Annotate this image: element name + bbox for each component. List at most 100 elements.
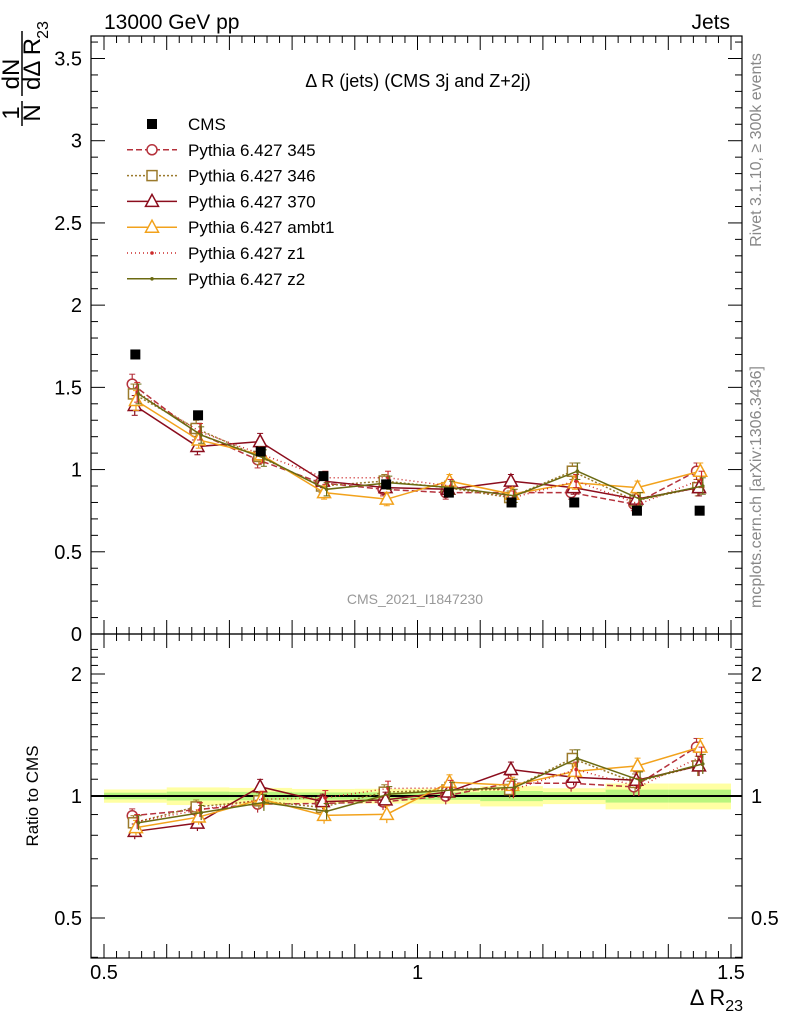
legend-item: Pythia 6.427 ambt1 <box>127 218 334 237</box>
y-axis-label-ratio: Ratio to CMS <box>23 745 42 846</box>
data-point <box>262 456 266 460</box>
ratio-point <box>700 762 705 766</box>
ratio-point <box>575 756 580 761</box>
legend-label: Pythia 6.427 ambt1 <box>188 218 334 237</box>
legend-item-cms: CMS <box>147 115 226 134</box>
series-line <box>135 399 701 500</box>
ratio-point <box>441 773 458 788</box>
ratio-point <box>503 760 519 776</box>
ratio-point <box>638 778 642 783</box>
ratio-point <box>629 757 646 772</box>
cms-data-point <box>193 410 204 421</box>
legend-item: Pythia 6.427 z1 <box>127 244 305 263</box>
legend-label: Pythia 6.427 346 <box>188 167 316 186</box>
ratio-point <box>262 800 266 805</box>
x-tick-label: 0.5 <box>90 962 118 984</box>
series-line <box>134 404 700 500</box>
x-tick-label: 1 <box>412 962 423 984</box>
y-tick-label-ratio: 2 <box>71 664 82 686</box>
legend-marker <box>146 169 158 182</box>
data-point <box>692 462 709 477</box>
ratio-point <box>692 738 709 753</box>
cms-data-point <box>694 505 705 516</box>
rivet-label: Rivet 3.1.10, ≥ 300k events <box>748 53 765 247</box>
data-point <box>512 494 517 498</box>
legend-label: Pythia 6.427 z2 <box>188 270 305 289</box>
data-point <box>503 472 519 487</box>
data-point <box>575 469 580 474</box>
ratio-point <box>379 805 395 821</box>
cms-data-point <box>569 497 580 508</box>
cms-data-point <box>318 471 329 482</box>
y-tick-label-main: 0.5 <box>54 542 82 564</box>
data-point <box>199 433 203 437</box>
data-point <box>700 484 705 488</box>
legend-label: Pythia 6.427 370 <box>188 192 316 211</box>
process-label: Jets <box>691 11 730 34</box>
y-axis-label-main-num: 1 <box>0 106 25 119</box>
data-point <box>574 479 578 483</box>
y-tick-label-ratio-right: 1 <box>751 786 762 808</box>
ratio-point <box>252 778 268 793</box>
y-tick-label-main: 3.5 <box>54 49 82 71</box>
ratio-point <box>136 820 141 825</box>
cms-data-point <box>130 349 141 360</box>
data-point <box>638 497 642 501</box>
legend-label-cms: CMS <box>188 115 226 134</box>
series-ratio-line <box>133 757 698 824</box>
data-point <box>316 484 332 499</box>
series-ratio-line <box>138 757 703 824</box>
data-point <box>252 433 268 448</box>
ratio-point <box>316 806 332 822</box>
cms-data-point <box>381 479 392 490</box>
ratio-point <box>574 767 578 772</box>
ratio-point <box>128 819 144 834</box>
y-tick-label-main: 2.5 <box>54 213 82 235</box>
ratio-point <box>190 808 207 823</box>
y-axis-label-sub: 23 <box>35 21 52 39</box>
legend-marker <box>150 277 154 281</box>
plot-title: Δ R (jets) (CMS 3j and Z+2j) <box>305 71 531 91</box>
legend-label: Pythia 6.427 345 <box>188 141 316 160</box>
ratio-point <box>323 796 328 800</box>
legend-item: Pythia 6.427 z2 <box>127 270 305 289</box>
y-axis-label-main-den: N <box>19 104 46 121</box>
watermark: CMS_2021_I1847230 <box>347 591 483 607</box>
y-tick-label-main: 1.5 <box>54 377 82 399</box>
legend-marker <box>150 251 154 255</box>
cms-data-point <box>255 446 266 457</box>
y-tick-label-main: 2 <box>71 295 82 317</box>
x-tick-label: 1.5 <box>717 962 745 984</box>
y-tick-label-ratio-right: 2 <box>751 664 762 686</box>
y-axis-label-dn: dN <box>0 59 25 90</box>
y-tick-label-main: 0 <box>71 624 82 646</box>
legend-marker <box>144 218 160 233</box>
legend-marker <box>146 144 158 156</box>
y-tick-label-ratio: 0.5 <box>54 908 82 930</box>
series-line <box>136 391 702 505</box>
data-point <box>324 487 329 492</box>
data-point <box>441 472 458 487</box>
plot-area: 0.5 1 1.5 0 0.5 1 1.5 2 2.5 3 3.5 0.5 0.5 1 1 2 2 Ratio t… <box>23 35 779 1015</box>
mcplots-label: mcplots.cern.ch [arXiv:1306.3436] <box>748 366 765 608</box>
data-point <box>190 431 207 446</box>
data-point <box>136 392 141 396</box>
series-line <box>133 393 698 502</box>
cms-data-point <box>506 497 517 508</box>
ratio-point <box>324 809 329 814</box>
ratio-point <box>512 785 517 790</box>
legend-item: Pythia 6.427 345 <box>127 141 316 160</box>
y-tick-label-main: 1 <box>71 460 82 482</box>
legend-marker <box>144 192 160 208</box>
data-point <box>379 490 395 505</box>
cms-data-point <box>443 487 454 498</box>
series-line <box>138 393 703 500</box>
series-ratio-line <box>137 755 702 823</box>
ratio-point <box>387 792 392 796</box>
y-tick-label-ratio: 1 <box>71 786 82 808</box>
ratio-point <box>199 810 203 815</box>
y-tick-label-ratio-right: 0.5 <box>751 908 779 930</box>
legend-label: Pythia 6.427 z1 <box>188 244 305 263</box>
